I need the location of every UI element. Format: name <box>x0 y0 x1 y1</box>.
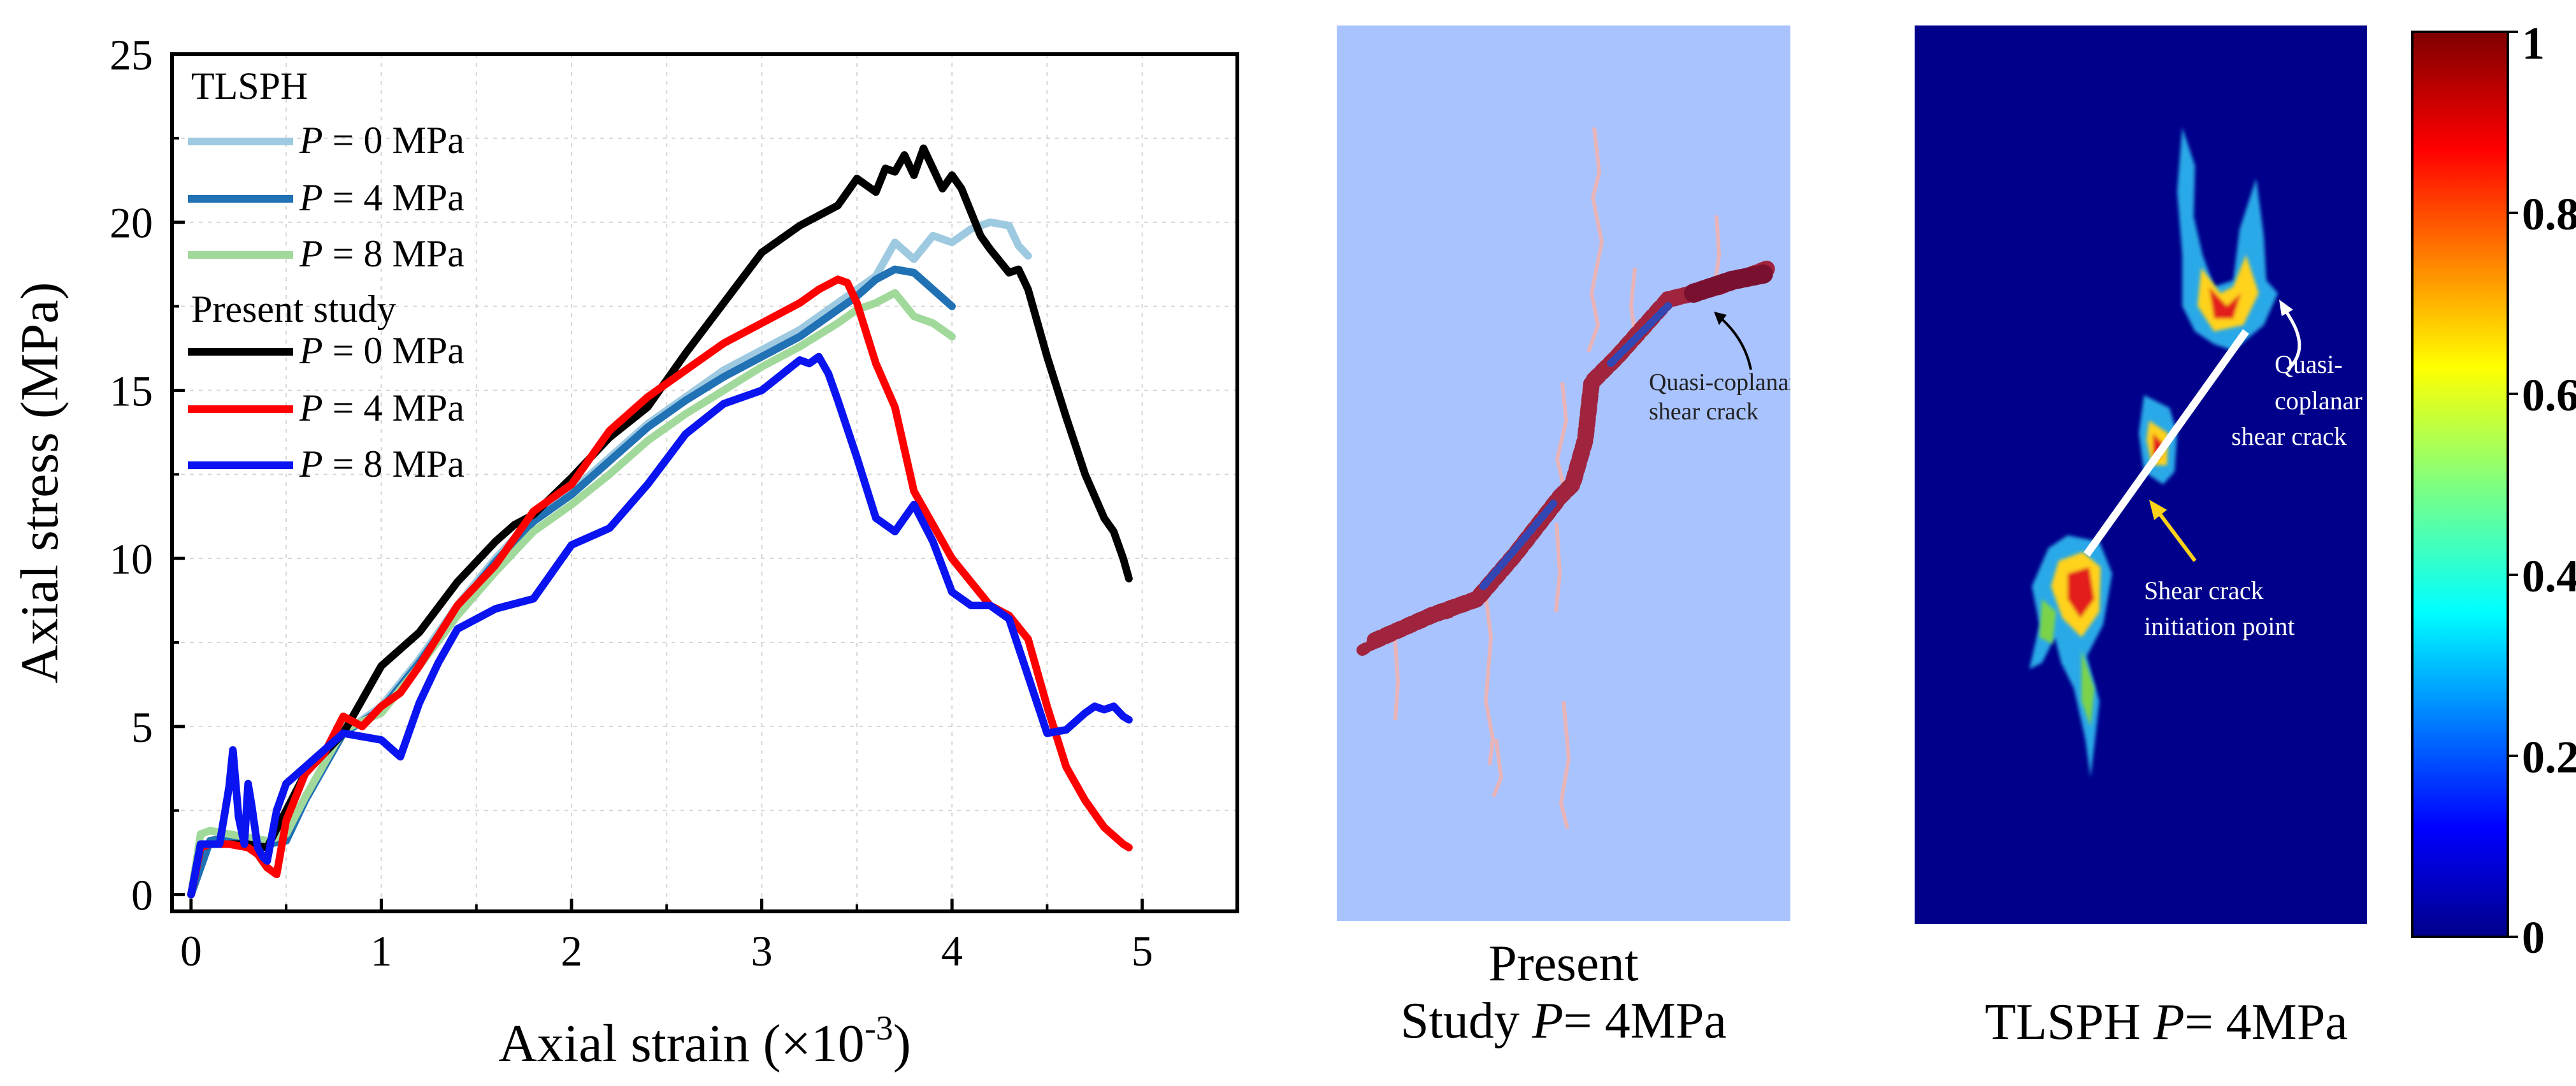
legend-entry-label: P = 0 MPa <box>299 329 464 372</box>
legend-entry-value: = 8 MPa <box>323 233 464 275</box>
arrow-quasi-coplanar <box>2281 305 2301 371</box>
x-tick-label: 4 <box>941 927 963 975</box>
grid-lines <box>172 54 1237 911</box>
present-study-caption-line-1: Present <box>1488 936 1639 992</box>
y-axis-label: Axial stress (MPa) <box>10 282 69 684</box>
arrow-initiation-point <box>2155 509 2197 562</box>
legend-entry-variable: P <box>299 387 323 429</box>
annotation-initiation-line-2: initiation point <box>2144 612 2295 641</box>
map-background <box>1337 25 1790 921</box>
x-tick-label: 1 <box>370 927 392 975</box>
x-axis-label: Axial strain (×10-3) <box>498 1009 911 1073</box>
legend-entry-variable: P <box>299 233 323 275</box>
legend-entry-variable: P <box>299 119 323 161</box>
legend-entry-value: = 4 MPa <box>323 387 464 429</box>
colorbar-tick-label: 0.4 <box>2522 551 2576 602</box>
fine-crack-lines <box>1392 127 1722 829</box>
caption-variable: P <box>2153 994 2185 1050</box>
legend-group-title: TLSPH <box>191 65 308 107</box>
colorbar-gradient <box>2411 31 2509 938</box>
arrowhead-quasi-coplanar <box>2279 300 2293 316</box>
colorbar-tick-label: 0 <box>2522 912 2545 956</box>
plot-frame <box>170 52 1239 913</box>
arrowhead-initiation-point <box>2149 500 2167 520</box>
x-tick-label: 5 <box>1132 927 1153 975</box>
shear-crack-band <box>1356 259 1778 656</box>
colorbar-tick-label: 1 <box>2522 19 2545 69</box>
x-tick-label: 2 <box>561 927 582 975</box>
caption-suffix: = 4MPa <box>2184 994 2348 1050</box>
y-tick-label: 20 <box>110 199 153 247</box>
tlsph-damage-map: Quasi- coplanar shear crack Shear crack … <box>1915 25 2367 924</box>
legend-entry-variable: P <box>299 177 323 219</box>
annotation-quasi-line-2: coplanar <box>2275 386 2363 415</box>
y-tick-label: 5 <box>131 703 153 751</box>
y-tick-label: 0 <box>131 871 153 920</box>
present-study-crack-map: Quasi-coplanar shear crack <box>1337 25 1790 921</box>
colorbar-ticks: 1 0.8 0.6 0.4 0.2 0 <box>2508 19 2576 956</box>
legend-entry-value: = 4 MPa <box>323 177 464 219</box>
legend-entry-variable: P <box>299 329 323 372</box>
present-study-caption-line-2: Study P= 4MPa <box>1296 993 1831 1050</box>
colorbar-tick-label: 0.2 <box>2522 732 2576 783</box>
annotation-quasi-line-1: Quasi- <box>2275 350 2343 379</box>
x-axis-label-text: Axial strain (×10 <box>498 1014 865 1073</box>
x-tick-label: 3 <box>751 927 773 975</box>
damage-zone-inner <box>2040 255 2259 727</box>
legend-entry-label: P = 0 MPa <box>299 119 464 161</box>
caption-prefix: Study <box>1400 992 1532 1049</box>
annotation-arrowhead <box>1714 312 1727 325</box>
present-study-caption: Present Study P= 4MPa <box>1296 936 1831 1050</box>
caption-suffix: = 4MPa <box>1563 992 1727 1049</box>
y-tick-label: 25 <box>110 31 153 79</box>
legend-entry-value: = 0 MPa <box>323 119 464 161</box>
colorbar: 1 0.8 0.6 0.4 0.2 0 <box>2411 19 2576 956</box>
annotation-line-2: shear crack <box>1649 398 1759 425</box>
x-axis-label-superscript: -3 <box>865 1009 893 1047</box>
caption-prefix: TLSPH <box>1985 994 2154 1050</box>
annotation-line-1: Quasi-coplanar <box>1649 369 1790 396</box>
legend-group-title: Present study <box>191 288 396 330</box>
y-tick-label: 10 <box>110 535 153 583</box>
annotation-initiation-line-1: Shear crack <box>2144 576 2264 605</box>
legend-entry-label: P = 8 MPa <box>299 233 464 275</box>
caption-variable: P <box>1532 992 1564 1049</box>
colorbar-tick-label: 0.8 <box>2522 189 2576 240</box>
y-tick-label: 15 <box>110 366 153 415</box>
annotation-quasi-line-3: shear crack <box>2231 422 2347 451</box>
legend-entry-label: P = 4 MPa <box>299 177 464 219</box>
legend-entry-variable: P <box>299 443 323 485</box>
legend-entry-value: = 8 MPa <box>323 443 464 485</box>
series-line-6 <box>187 352 1133 899</box>
tlsph-caption: TLSPH P= 4MPa <box>1918 994 2415 1052</box>
plot-background <box>172 54 1237 911</box>
shear-crack-line <box>2083 329 2249 557</box>
colorbar-tick-label: 0.6 <box>2522 370 2576 421</box>
x-tick-label: 0 <box>180 927 202 975</box>
legend-entry-label: P = 4 MPa <box>299 387 464 429</box>
legend-entry-label: P = 8 MPa <box>299 443 464 485</box>
annotation-arrow <box>1716 314 1752 370</box>
axis-labels: Axial strain (×10-3) Axial stress (MPa) <box>10 282 911 1073</box>
series-layer <box>187 144 1133 899</box>
x-axis-label-close: ) <box>893 1014 911 1073</box>
legend-entry-value: = 0 MPa <box>323 329 464 372</box>
tick-layer: 0 1 2 3 4 5 0 5 10 15 20 25 <box>110 31 1153 975</box>
